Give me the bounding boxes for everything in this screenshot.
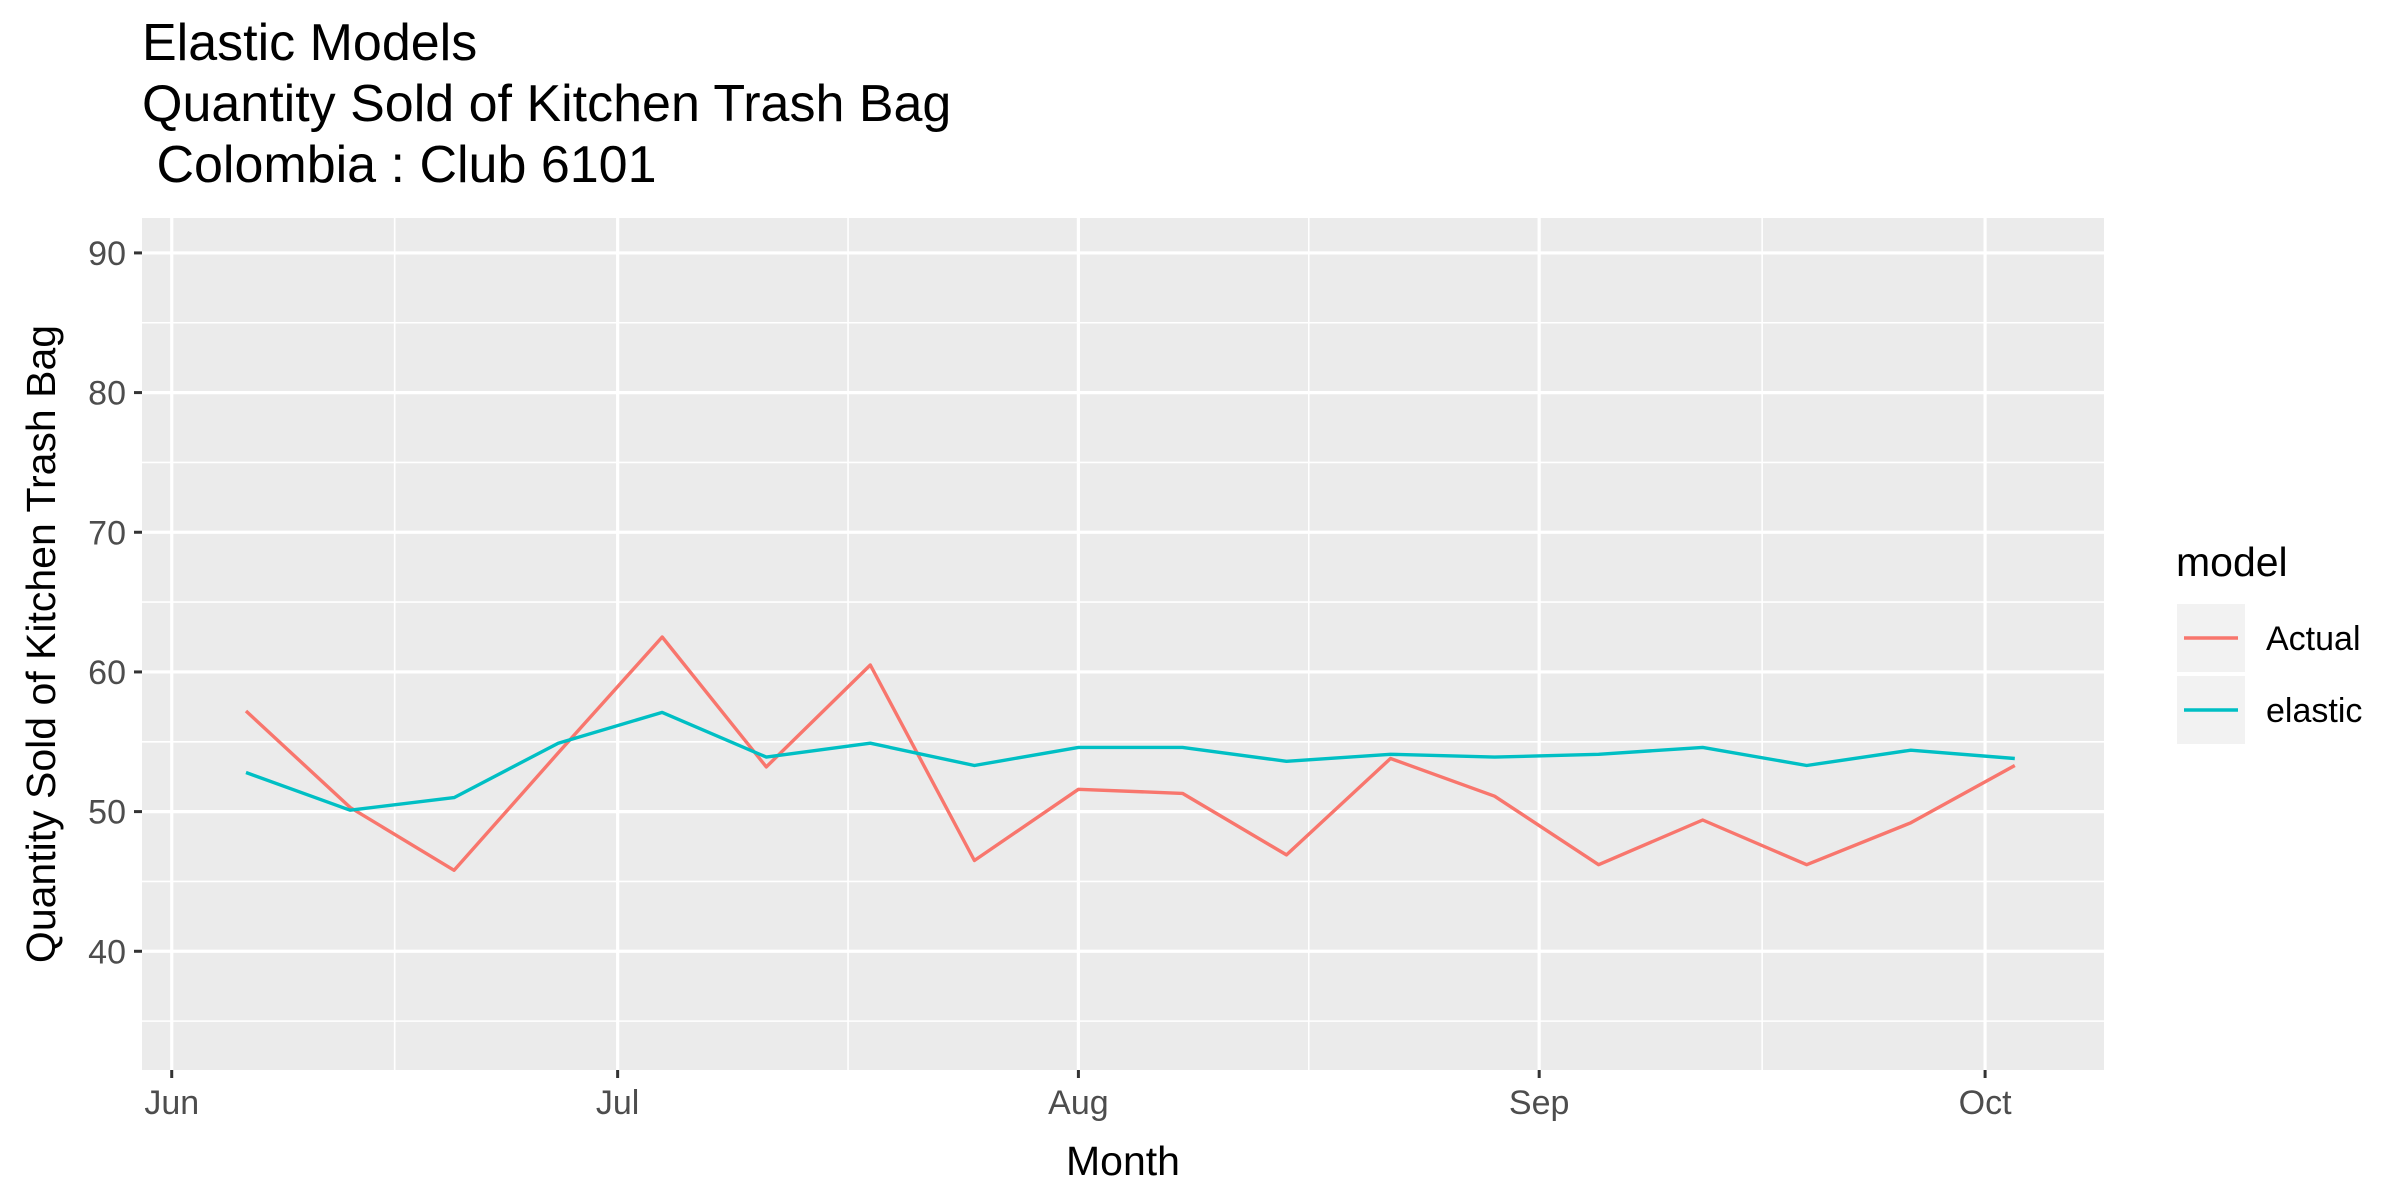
y-axis-title: Quantity Sold of Kitchen Trash Bag xyxy=(18,325,64,963)
chart-title-line-2: Quantity Sold of Kitchen Trash Bag xyxy=(142,75,951,133)
minor-grid xyxy=(142,218,2104,1070)
series-line-actual xyxy=(244,635,2016,872)
chart-title-line-3: Colombia : Club 6101 xyxy=(142,136,657,194)
x-tick-label: Jun xyxy=(144,1084,199,1122)
series-lines xyxy=(244,635,2016,872)
x-tick-label: Aug xyxy=(1048,1084,1109,1122)
plot-panel xyxy=(142,218,2104,1070)
y-axis: 40 50 60 70 80 90 xyxy=(88,235,142,971)
chart-title-line-1: Elastic Models xyxy=(142,14,477,72)
legend-label-actual: Actual xyxy=(2266,620,2361,658)
legend-label-elastic: elastic xyxy=(2266,692,2362,730)
major-grid xyxy=(142,218,2104,1070)
series-line-elastic xyxy=(245,710,2015,812)
x-axis-title: Month xyxy=(1066,1138,1180,1184)
y-tick-label: 40 xyxy=(88,933,126,971)
y-tick-label: 50 xyxy=(88,794,126,832)
legend: model Actual elastic xyxy=(2176,539,2362,744)
y-tick-label: 70 xyxy=(88,514,126,552)
legend-title: model xyxy=(2176,539,2288,585)
y-tick-label: 90 xyxy=(88,235,126,273)
y-tick-label: 60 xyxy=(88,654,126,692)
x-axis: Jun Jul Aug Sep Oct xyxy=(144,1070,2012,1122)
x-tick-label: Sep xyxy=(1509,1084,1570,1122)
y-tick-label: 80 xyxy=(88,375,126,413)
x-tick-label: Jul xyxy=(596,1084,639,1122)
x-tick-label: Oct xyxy=(1959,1084,2012,1122)
